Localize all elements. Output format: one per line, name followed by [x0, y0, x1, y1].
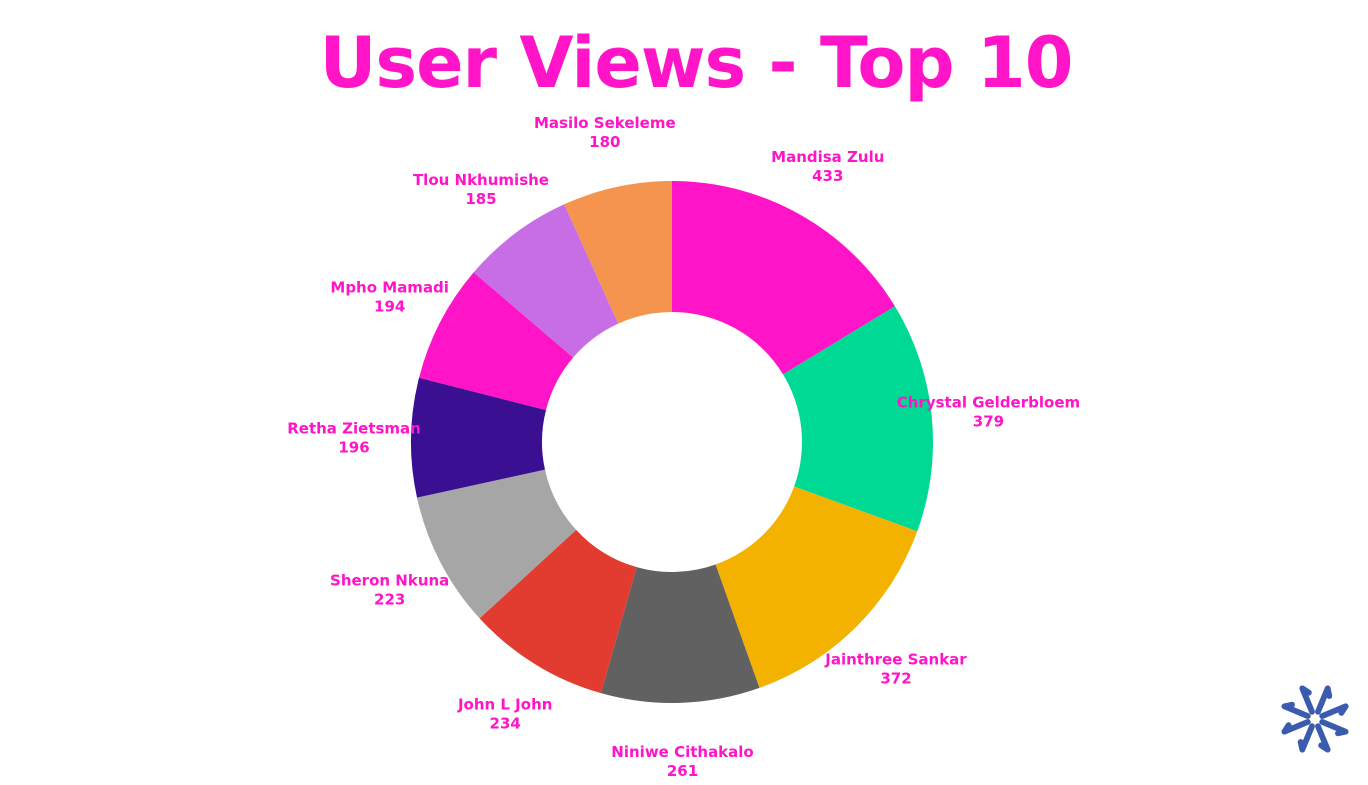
- slice-jainthree-sankar[interactable]: [715, 486, 918, 688]
- slice-label-name: John L John: [457, 696, 553, 714]
- slice-mpho-mamadi[interactable]: [419, 272, 574, 410]
- slice-masilo-sekeleme[interactable]: [564, 181, 672, 324]
- slice-label-value: 372: [880, 670, 911, 688]
- slice-label-name: Sheron Nkuna: [330, 571, 449, 589]
- slice-label-name: Masilo Sekeleme: [534, 114, 676, 132]
- slice-niniwe-cithakalo[interactable]: [601, 564, 760, 703]
- slice-label-name: Jainthree Sankar: [824, 651, 967, 669]
- chart-title: User Views - Top 10: [319, 22, 1074, 104]
- slice-john-l-john[interactable]: [479, 529, 637, 694]
- slice-label-value: 261: [667, 762, 698, 780]
- slice-label-value: 433: [812, 167, 843, 185]
- donut-slices: [411, 181, 933, 703]
- slice-label-value: 196: [338, 439, 369, 457]
- slice-label-name: Chrystal Gelderbloem: [897, 394, 1080, 412]
- slice-label-value: 194: [374, 298, 405, 316]
- slice-label-name: Mandisa Zulu: [771, 148, 884, 166]
- slice-sheron-nkuna[interactable]: [416, 469, 577, 619]
- slice-label-value: 379: [973, 413, 1004, 431]
- slice-label-value: 185: [465, 190, 496, 208]
- slice-label-value: 223: [374, 590, 405, 608]
- slice-label-value: 234: [490, 715, 521, 733]
- slice-chrystal-gelderbloem[interactable]: [783, 306, 933, 532]
- slice-label-name: Tlou Nkhumishe: [413, 171, 549, 189]
- slice-tlou-nkhumishe[interactable]: [473, 204, 619, 358]
- slice-label-value: 180: [589, 133, 620, 151]
- slice-label-name: Mpho Mamadi: [330, 279, 449, 297]
- slice-retha-zietsman[interactable]: [411, 377, 547, 498]
- slice-mandisa-zulu[interactable]: [672, 181, 895, 375]
- slice-label-name: Retha Zietsman: [287, 420, 421, 438]
- asterisk-logo-icon: [1281, 685, 1349, 753]
- slice-label-name: Niniwe Cithakalo: [611, 743, 753, 761]
